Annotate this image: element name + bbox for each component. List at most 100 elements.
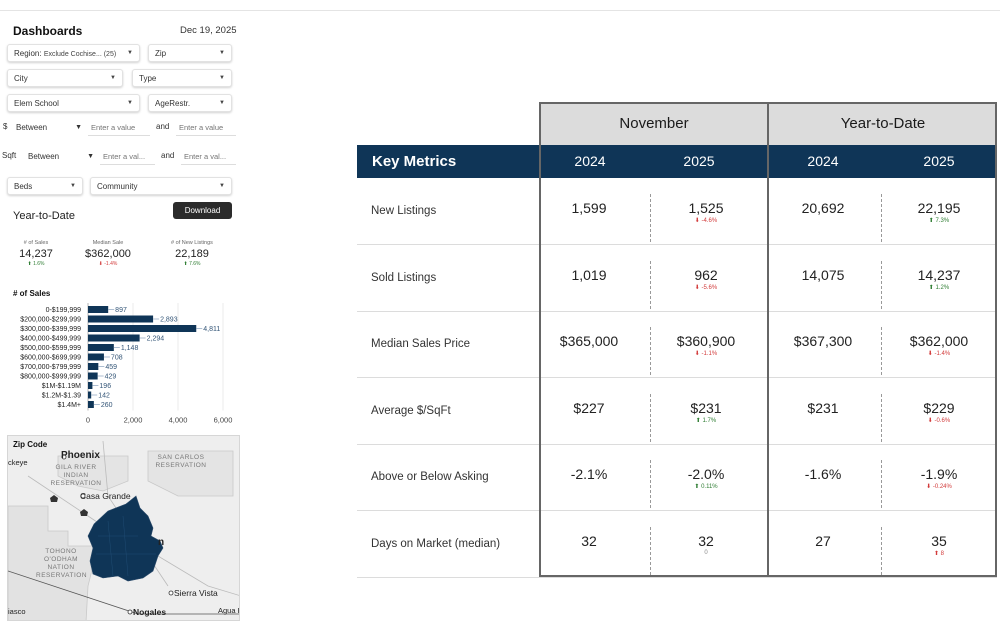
city-select-label: City (14, 74, 28, 83)
dashed-divider (650, 327, 651, 375)
age-restr-select-label: AgeRestr. (155, 99, 191, 108)
table-cell: 14,237 ⬆ 1.2% (883, 245, 995, 311)
data-label: 1,148 (121, 345, 139, 352)
region-select-value: Exclude Cochise... (25) (43, 51, 117, 58)
arrow-down-icon: ⬇ (694, 351, 702, 357)
table-row: Sold Listings 1,019 962 ⬇ -5.6% 14,075 14,237… (357, 245, 997, 312)
map-label-buckeye: ckeye (8, 458, 28, 467)
table-cell: 22,195 ⬆ 7.3% (883, 178, 995, 244)
kpi-median-sale: Median Sale $362,000 ⬇ -1.4% (78, 240, 138, 267)
chevron-down-icon: ▼ (219, 183, 225, 189)
bar[interactable] (88, 391, 92, 399)
cell-change: ⬇ -5.6% (650, 284, 762, 291)
table-cell: $231 (767, 378, 879, 444)
cell-change-value: 1.7% (702, 417, 717, 424)
beds-select[interactable]: Beds ▼ (7, 177, 83, 195)
column-divider (995, 102, 997, 577)
category-label: $800,000-$999,999 (20, 374, 81, 381)
map-label-line: RESERVATION (155, 462, 207, 469)
bar[interactable] (88, 306, 109, 313)
table-cell: -1.9% ⬇ -0.24% (883, 444, 995, 510)
top-divider (0, 10, 1000, 11)
cell-change: ⬆ 1.2% (883, 284, 995, 291)
bar[interactable] (88, 372, 98, 380)
cell-value: 35 (931, 532, 947, 549)
cell-value: 32 (698, 532, 714, 549)
sqft-range-mode-select[interactable]: Between ▼ (24, 149, 96, 165)
price-max-input[interactable] (176, 119, 236, 136)
bar[interactable] (88, 325, 197, 332)
dashed-divider (650, 194, 651, 242)
data-label: 429 (105, 374, 117, 381)
kpi-value: 14,237 (19, 248, 53, 260)
bar[interactable] (88, 382, 93, 389)
chevron-down-icon: ▼ (219, 50, 225, 56)
elem-school-select[interactable]: Elem School ▼ (7, 94, 140, 112)
kpi-change: ⬆ 7.6% (162, 261, 222, 267)
bar[interactable] (88, 315, 154, 323)
cell-value: $365,000 (559, 333, 619, 349)
category-label: $1.2M-$1.39 (42, 393, 81, 400)
data-label: 459 (105, 364, 117, 371)
arrow-down-icon: ⬇ (98, 261, 103, 267)
map-background (8, 440, 239, 620)
city-select[interactable]: City ▼ (7, 69, 123, 87)
category-label: $1.4M+ (57, 402, 81, 409)
map-label-san-carlos: SAN CARLOS RESERVATION (151, 454, 211, 470)
map-label-phoenix: Phoenix (61, 450, 100, 461)
price-range-mode-select[interactable]: Between ▼ (12, 120, 84, 136)
download-button[interactable]: Download (173, 202, 232, 219)
kpi-label: # of New Listings (171, 240, 213, 246)
category-label: $600,000-$699,999 (20, 355, 81, 362)
kpi-change-value: 1.6% (33, 261, 45, 267)
table-cell: $227 (533, 378, 645, 444)
zip-code-map[interactable]: Zip Code ckeye Phoenix GILA RIVER INDIAN… (7, 435, 240, 621)
bar[interactable] (88, 401, 94, 408)
community-select[interactable]: Community ▼ (90, 177, 232, 195)
map-label-gila-river: GILA RIVER INDIAN RESERVATION (46, 464, 106, 488)
category-label: $300,000-$399,999 (20, 326, 81, 333)
cell-value: $227 (573, 399, 605, 416)
zip-select[interactable]: Zip ▼ (148, 44, 232, 62)
cell-value: $360,900 (676, 333, 736, 349)
cell-value: 27 (815, 532, 831, 549)
map-label-line: GILA RIVER (55, 464, 97, 471)
table-cell: $229 ⬇ -0.6% (883, 378, 995, 444)
bar[interactable] (88, 334, 140, 342)
table-bottom-border (539, 575, 997, 577)
chevron-down-icon: ▼ (127, 100, 133, 106)
bar[interactable] (88, 363, 99, 370)
table-row: Days on Market (median) 32 32 0 27 35 ⬆ 8 (357, 511, 997, 578)
map-label-fresnal: iasco (8, 607, 26, 616)
map-label-line: SAN CARLOS (157, 454, 205, 461)
cell-change-value: -0.24% (932, 484, 952, 490)
bar[interactable] (88, 353, 104, 361)
kpi-value: $362,000 (85, 248, 131, 260)
community-select-label: Community (97, 182, 138, 191)
year-header: 2025 (923, 153, 955, 169)
caret-down-icon: ▼ (75, 124, 82, 131)
type-select[interactable]: Type ▼ (132, 69, 232, 87)
dashed-divider (881, 526, 882, 575)
table-cell: $360,900 ⬇ -1.1% (650, 311, 762, 377)
ytd-section-title: Year-to-Date (13, 210, 75, 222)
highlighted-zip-area (87, 495, 164, 582)
caret-down-icon: ▼ (87, 153, 94, 160)
table-cell: 962 ⬇ -5.6% (650, 245, 762, 311)
cell-change-value: 7.3% (935, 218, 950, 224)
sqft-max-input[interactable] (181, 148, 236, 165)
sales-by-price-chart: 0 2,000 4,000 6,000 0-$199,999 897 $200,000-$2… (20, 303, 232, 425)
kpi-sales-count: # of Sales 14,237 ⬆ 1.6% (10, 240, 62, 267)
cell-value: 962 (694, 266, 718, 283)
cell-change-value: -1.1% (701, 351, 718, 357)
cell-change: ⬆ 7.3% (883, 217, 995, 224)
region-select[interactable]: Region: Exclude Cochise... (25) ▼ (7, 44, 140, 62)
age-restr-select[interactable]: AgeRestr. ▼ (148, 94, 232, 112)
chevron-down-icon: ▼ (219, 75, 225, 81)
cell-change: ⬇ -0.6% (883, 417, 995, 424)
sqft-and-label: and (161, 151, 175, 160)
sqft-min-input[interactable] (100, 148, 155, 165)
bar[interactable] (88, 344, 114, 351)
price-min-input[interactable] (88, 119, 150, 136)
kpi-value: 22,189 (175, 248, 209, 260)
